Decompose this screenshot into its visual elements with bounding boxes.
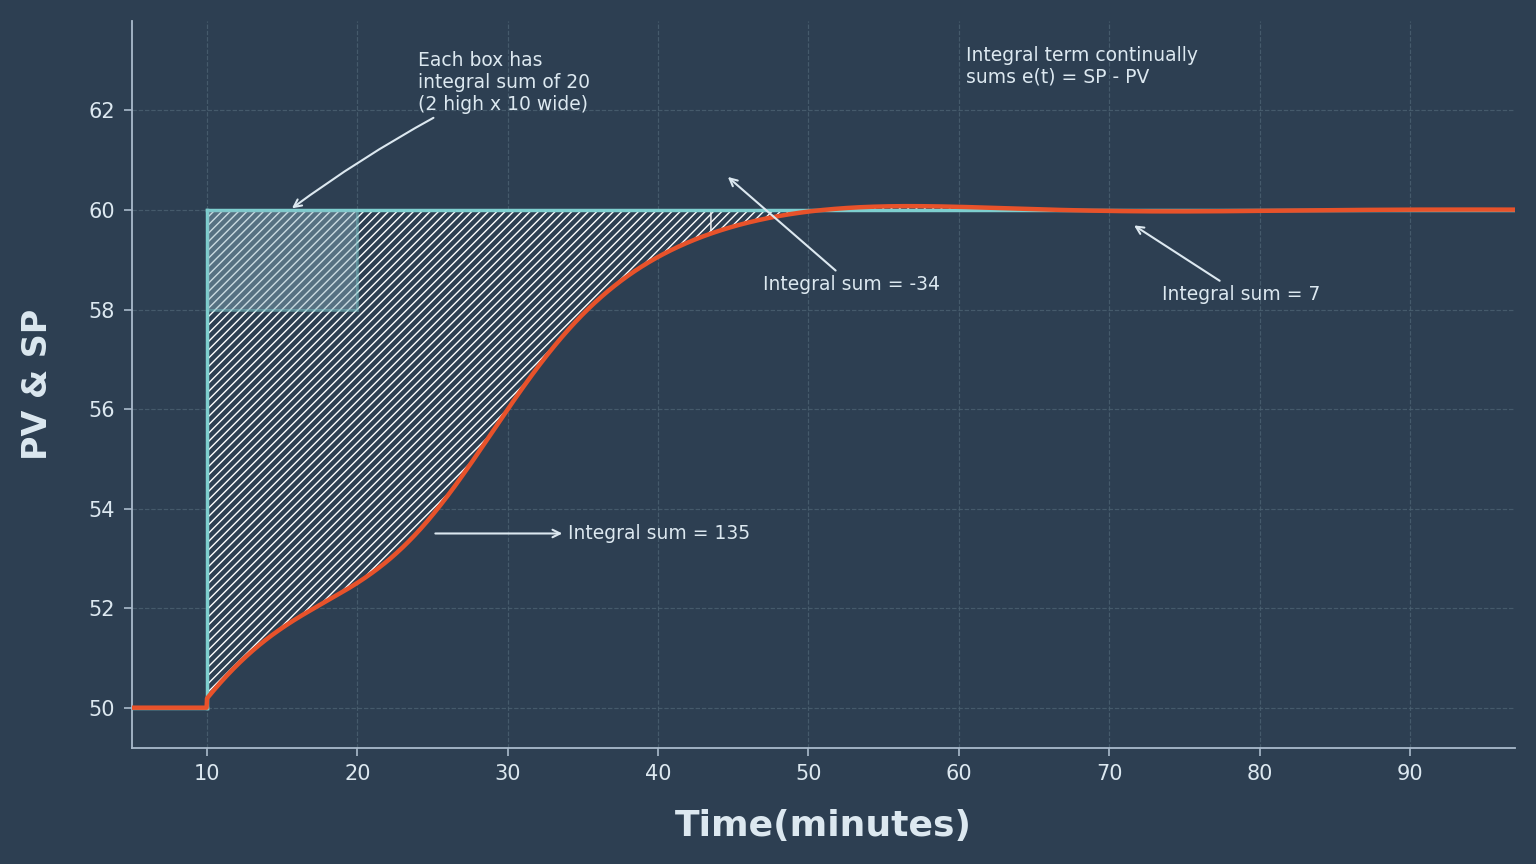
- X-axis label: Time(minutes): Time(minutes): [674, 810, 972, 843]
- Bar: [207, 210, 358, 309]
- Text: Each box has
integral sum of 20
(2 high x 10 wide): Each box has integral sum of 20 (2 high …: [293, 51, 590, 207]
- Text: Integral sum = 135: Integral sum = 135: [435, 524, 750, 543]
- Y-axis label: PV & SP: PV & SP: [22, 308, 54, 460]
- Text: Integral sum = -34: Integral sum = -34: [730, 179, 940, 294]
- Text: Integral term continually
sums e(t) = SP - PV: Integral term continually sums e(t) = SP…: [966, 46, 1198, 86]
- Text: Integral sum = 7: Integral sum = 7: [1137, 226, 1321, 304]
